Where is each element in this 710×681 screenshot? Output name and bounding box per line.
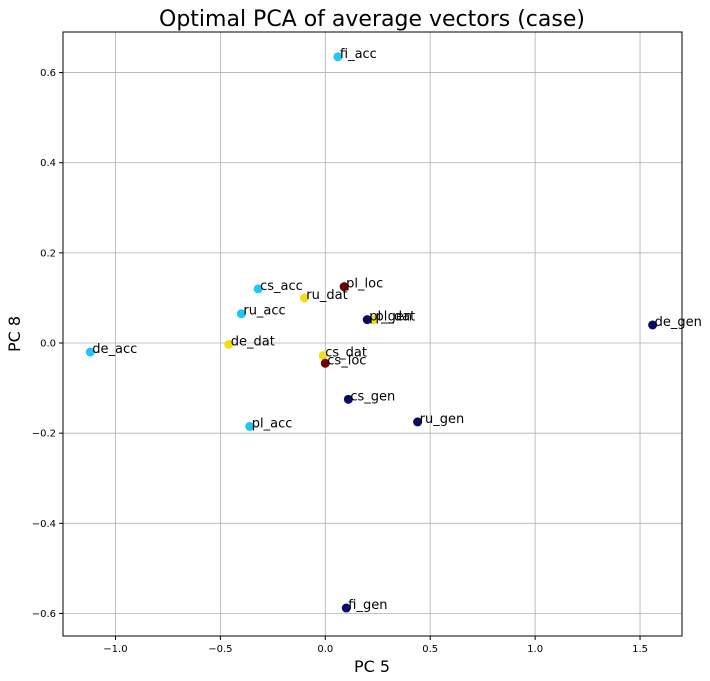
data-point-ru-gen <box>413 417 423 427</box>
data-point-cs-dat <box>318 351 328 361</box>
point-label-pl-loc: pl_loc <box>346 277 383 292</box>
y-tick-label: 0.6 <box>40 68 56 79</box>
point-label-cs-acc: cs_acc <box>260 279 303 294</box>
x-tick-label: 1.5 <box>632 644 648 655</box>
y-axis-label: PC 8 <box>5 316 24 352</box>
point-label-ru-gen: ru_gen <box>420 412 465 427</box>
data-point-cs-gen <box>343 394 353 404</box>
axis-ticks: −1.0 −0.5 0.0 0.5 1.0 1.5 −0.6 −0.4 −0.2 0.0 0.2 0.… <box>32 68 648 655</box>
data-point-fi-gen <box>341 603 351 613</box>
chart-title: Optimal PCA of average vectors (case) <box>159 7 585 32</box>
x-tick-label: 0.0 <box>317 644 333 655</box>
point-label-ru-acc: ru_acc <box>243 304 285 319</box>
y-tick-label: −0.2 <box>32 429 56 440</box>
point-label-fi-gen: fi_gen <box>348 598 387 613</box>
point-label-de-gen: de_gen <box>655 315 702 330</box>
point-label-pl-acc: pl_acc <box>252 416 293 431</box>
x-tick-label: 1.0 <box>527 644 543 655</box>
data-point-ru-acc <box>236 309 246 319</box>
data-point-de-dat <box>224 339 234 349</box>
data-point-cs-loc <box>320 358 330 368</box>
x-tick-label: 0.5 <box>422 644 438 655</box>
point-label-pl-dat: pl_dat <box>376 310 416 325</box>
point-label-fi-acc: fi_acc <box>340 47 377 62</box>
point-label-de-acc: de_acc <box>92 342 137 357</box>
x-tick-label: −1.0 <box>103 644 127 655</box>
data-point-de-acc <box>85 347 95 357</box>
x-tick-label: −0.5 <box>208 644 232 655</box>
point-label-pl-gen: pl_gen <box>369 310 412 325</box>
point-label-cs-gen: cs_gen <box>350 389 395 404</box>
data-point-de-gen <box>648 320 658 330</box>
y-tick-label: 0.4 <box>40 158 56 169</box>
point-label-de-dat: de_dat <box>231 334 275 349</box>
x-axis-label: PC 5 <box>354 657 390 676</box>
data-point-fi-acc <box>333 52 343 62</box>
data-point-pl-dat <box>369 315 379 325</box>
point-label-cs-dat: cs_dat <box>325 346 367 361</box>
grid-lines <box>63 32 682 636</box>
data-point-cs-acc <box>253 284 263 294</box>
point-labels: fi_acc cs_acc ru_acc de_acc pl_acc ru_dat de_d… <box>92 47 702 613</box>
y-tick-label: 0.2 <box>40 248 56 259</box>
y-tick-label: 0.0 <box>40 339 56 350</box>
data-point-pl-gen <box>362 315 372 325</box>
data-point-ru-dat <box>299 293 309 303</box>
data-point-pl-loc <box>339 282 349 292</box>
y-tick-label: −0.6 <box>32 609 56 620</box>
point-label-cs-loc: cs_loc <box>327 353 366 368</box>
point-label-ru-dat: ru_dat <box>306 288 347 303</box>
data-points <box>85 52 658 613</box>
plot-frame <box>62 31 683 637</box>
y-tick-label: −0.4 <box>32 519 56 530</box>
data-point-pl-acc <box>245 421 255 431</box>
